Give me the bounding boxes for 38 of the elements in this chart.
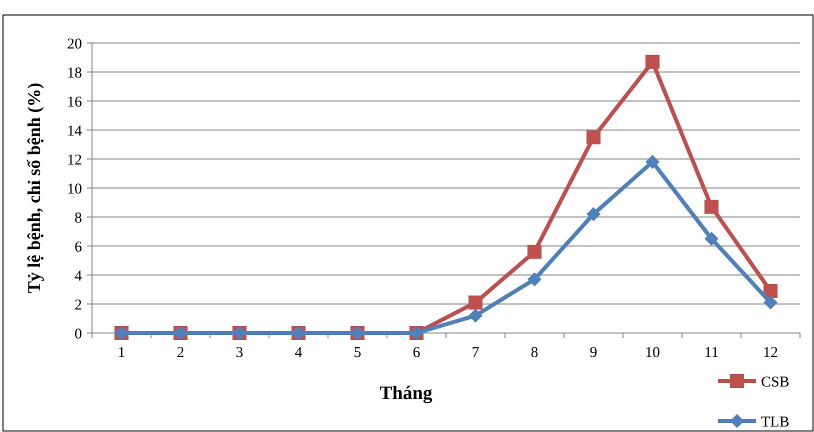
point [646,154,660,169]
y-tick-label: 6 [74,239,82,256]
point [704,232,718,246]
point [468,308,482,323]
y-tick-label: 12 [67,152,82,168]
x-tick-label: 7 [472,345,480,361]
y-tick-label: 14 [67,123,82,140]
point [586,207,600,222]
legend-label: CSB [761,374,790,390]
y-tick-label: 0 [74,326,82,342]
point [468,296,482,310]
y-axis-title: Tỷ lệ bệnh, chỉ số bệnh (%) [24,82,44,294]
point [704,200,718,214]
x-tick-label: 2 [176,345,184,361]
legend-label: TLB [761,414,790,430]
x-tick-label: 10 [645,345,660,361]
y-tick-label: 20 [67,36,82,52]
x-tick-label: 8 [530,345,538,361]
x-tick-label: 1 [118,345,126,361]
y-tick-label: 18 [67,65,82,82]
x-axis-title: Tháng [380,383,433,404]
y-tick-label: 4 [74,268,82,284]
point [764,296,778,310]
y-tick-label: 8 [74,210,82,226]
x-tick-label: 6 [412,345,421,361]
y-tick-label: 16 [67,94,82,110]
x-tick-label: 11 [704,345,719,361]
point [528,272,542,286]
x-tick-label: 5 [354,345,362,361]
x-tick-label: 4 [294,345,303,361]
point [528,244,542,259]
x-tick-label: 9 [590,345,598,361]
y-tick-label: 10 [67,181,82,198]
x-tick-label: 12 [763,345,778,361]
point [646,54,660,69]
y-tick-label: 2 [74,297,82,314]
point [586,130,600,144]
x-tick-label: 3 [236,345,244,361]
